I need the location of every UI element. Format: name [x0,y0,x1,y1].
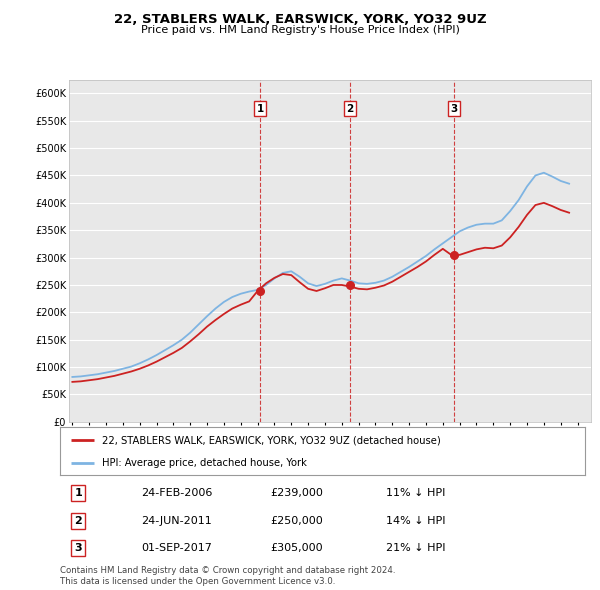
Text: 3: 3 [451,104,458,114]
Text: 14% ↓ HPI: 14% ↓ HPI [386,516,445,526]
Text: 1: 1 [74,489,82,499]
Text: £250,000: £250,000 [270,516,323,526]
Text: £239,000: £239,000 [270,489,323,499]
Text: 2: 2 [74,516,82,526]
Text: 24-JUN-2011: 24-JUN-2011 [142,516,212,526]
Text: 22, STABLERS WALK, EARSWICK, YORK, YO32 9UZ (detached house): 22, STABLERS WALK, EARSWICK, YORK, YO32 … [102,435,441,445]
Text: 21% ↓ HPI: 21% ↓ HPI [386,543,445,553]
Text: HPI: Average price, detached house, York: HPI: Average price, detached house, York [102,458,307,468]
Text: 22, STABLERS WALK, EARSWICK, YORK, YO32 9UZ: 22, STABLERS WALK, EARSWICK, YORK, YO32 … [113,13,487,26]
Text: 11% ↓ HPI: 11% ↓ HPI [386,489,445,499]
Text: 01-SEP-2017: 01-SEP-2017 [142,543,212,553]
Text: 2: 2 [346,104,353,114]
Text: Price paid vs. HM Land Registry's House Price Index (HPI): Price paid vs. HM Land Registry's House … [140,25,460,35]
Text: £305,000: £305,000 [270,543,323,553]
Text: 24-FEB-2006: 24-FEB-2006 [142,489,213,499]
Text: 1: 1 [256,104,264,114]
Text: Contains HM Land Registry data © Crown copyright and database right 2024.
This d: Contains HM Land Registry data © Crown c… [60,566,395,586]
Text: 3: 3 [74,543,82,553]
